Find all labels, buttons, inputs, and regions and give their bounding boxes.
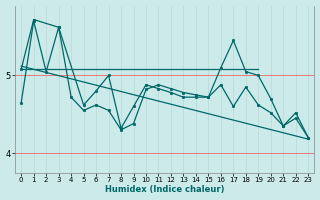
X-axis label: Humidex (Indice chaleur): Humidex (Indice chaleur): [105, 185, 224, 194]
